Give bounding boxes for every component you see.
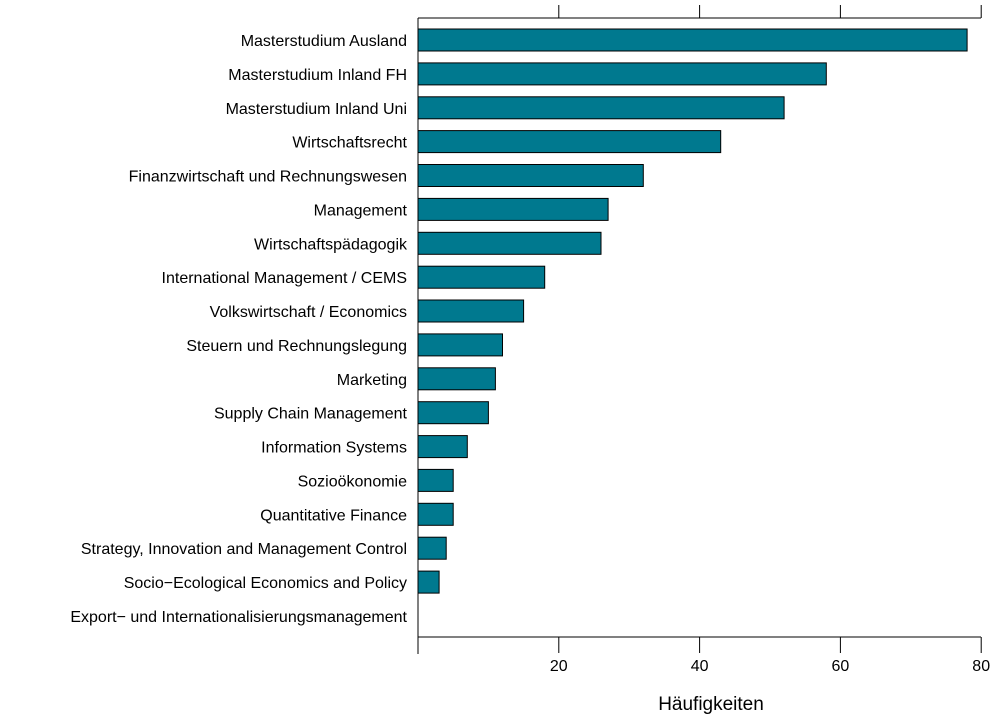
bar-7 <box>417 265 546 289</box>
bar-11 <box>417 401 489 425</box>
x-axis-label: Häufigkeiten <box>658 694 764 715</box>
bar-4 <box>417 164 644 187</box>
bar-9 <box>417 333 503 357</box>
category-label-13: Sozioökonomie <box>298 473 408 490</box>
bar-12 <box>417 435 468 459</box>
category-label-6: Wirtschaftspädagogik <box>254 236 408 253</box>
x-tick-label-3: 80 <box>972 658 990 675</box>
category-label-17: Export− und Internationalisierungsmanage… <box>70 609 407 626</box>
category-label-10: Marketing <box>337 372 407 389</box>
category-label-11: Supply Chain Management <box>214 406 408 423</box>
category-label-16: Socio−Ecological Economics and Policy <box>124 575 407 592</box>
bar-14 <box>417 502 454 526</box>
category-label-8: Volkswirtschaft / Economics <box>210 304 407 321</box>
bar-13 <box>417 468 454 492</box>
category-label-3: Wirtschaftsrecht <box>292 135 407 152</box>
category-label-15: Strategy, Innovation and Management Cont… <box>81 541 407 558</box>
category-label-12: Information Systems <box>261 440 407 457</box>
x-tick-label-2: 60 <box>832 658 850 675</box>
category-label-14: Quantitative Finance <box>260 507 407 524</box>
bar-0 <box>417 28 968 52</box>
category-label-5: Management <box>314 202 408 219</box>
category-labels: Masterstudium Ausland Masterstudium Inlan… <box>70 33 408 626</box>
bar-10 <box>417 367 496 391</box>
bar-15 <box>417 536 447 560</box>
bar-2 <box>417 96 785 120</box>
bars-group <box>417 28 968 594</box>
category-label-2: Masterstudium Inland Uni <box>226 101 407 118</box>
axes-group: 20 40 60 80 <box>417 5 990 675</box>
bar-3 <box>417 130 722 154</box>
x-tick-label-0: 20 <box>550 658 568 675</box>
bar-1 <box>417 62 827 86</box>
bar-8 <box>417 299 525 323</box>
bar-6 <box>417 231 602 255</box>
bar-5 <box>417 197 609 221</box>
category-label-9: Steuern und Rechnungslegung <box>186 338 407 355</box>
category-label-7: International Management / CEMS <box>162 270 407 287</box>
category-label-0: Masterstudium Ausland <box>241 33 407 50</box>
category-label-1: Masterstudium Inland FH <box>228 67 407 84</box>
category-label-4: Finanzwirtschaft und Rechnungswesen <box>129 169 407 186</box>
bar-16 <box>417 570 440 594</box>
x-tick-label-1: 40 <box>691 658 709 675</box>
